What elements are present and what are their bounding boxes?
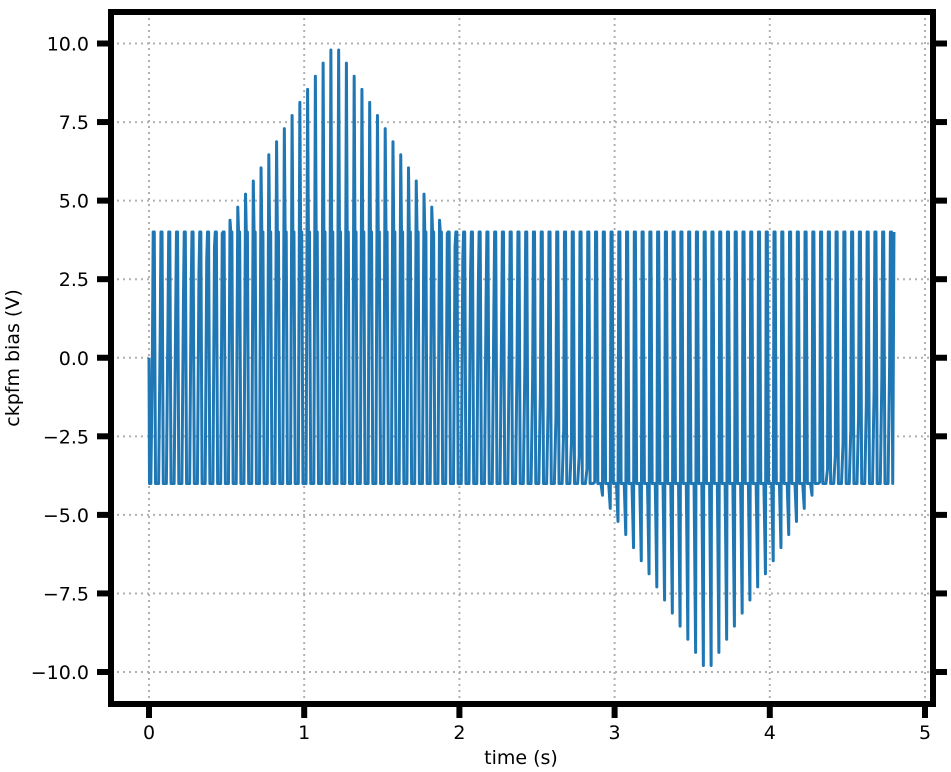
y-tick-label: −2.5 bbox=[43, 426, 89, 448]
x-tick-labels: 0 1 2 3 4 5 bbox=[143, 722, 931, 744]
grid bbox=[111, 12, 933, 704]
y-tick-label: 10.0 bbox=[47, 34, 89, 56]
y-tick-label: −5.0 bbox=[43, 505, 89, 527]
x-tick-label: 3 bbox=[609, 722, 621, 744]
plot-area bbox=[147, 48, 896, 667]
y-tick-label: −10.0 bbox=[31, 662, 89, 684]
y-tick-label: 7.5 bbox=[59, 112, 89, 134]
y-tick-label: 2.5 bbox=[59, 269, 89, 291]
x-tick-label: 0 bbox=[143, 722, 155, 744]
y-tick-label: −7.5 bbox=[43, 583, 89, 605]
y-tick-label: 0.0 bbox=[59, 348, 89, 370]
x-axis-label: time (s) bbox=[484, 747, 558, 769]
x-tick-label: 1 bbox=[298, 722, 310, 744]
x-tick-label: 4 bbox=[764, 722, 776, 744]
ticks bbox=[97, 40, 947, 718]
y-axis-label: ckpfm bias (V) bbox=[2, 289, 24, 427]
x-tick-label: 5 bbox=[919, 722, 931, 744]
y-tick-label: 5.0 bbox=[59, 191, 89, 213]
y-tick-labels: 10.0 7.5 5.0 2.5 0.0 −2.5 −5.0 −7.5 −10.0 bbox=[31, 34, 89, 685]
bias-series-line bbox=[147, 48, 896, 667]
axes-frame bbox=[108, 9, 936, 707]
x-tick-label: 2 bbox=[453, 722, 465, 744]
